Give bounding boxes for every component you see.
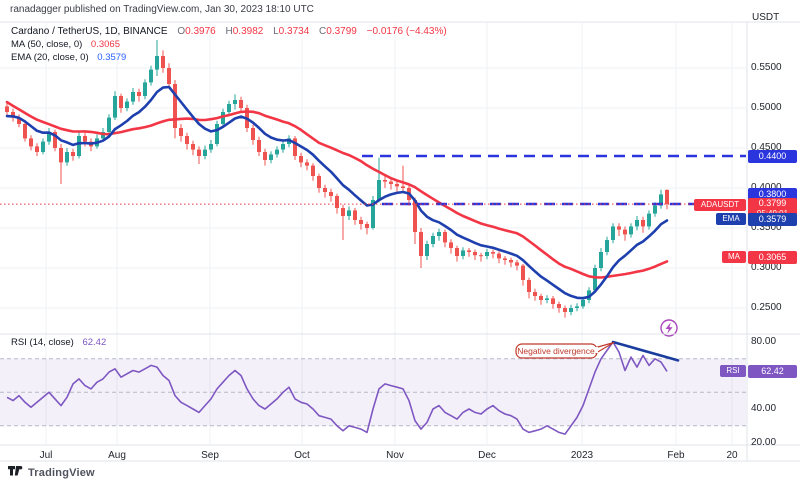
negative-divergence-callout: Negative divergence [515,341,615,359]
time-axis-label: Jul [39,450,53,461]
close-label: C [319,26,327,37]
close-value: 0.3799 [326,26,357,37]
open-value: 0.3976 [185,26,216,37]
open-label: O [177,26,186,37]
rsi-value-pill: 62.42 [748,365,797,378]
high-label: H [225,26,233,37]
price-tick-label: 0.4500 [751,142,782,153]
ema-tag: EMA [716,213,746,225]
ma-price-pill: 0.3065 [748,251,797,264]
rsi-tag: RSI [720,365,746,377]
ma-label: MA (50, close, 0) [11,39,83,50]
ema-label: EMA (20, close, 0) [11,52,89,63]
ema-legend: EMA (20, close, 0) 0.3579 [11,52,126,63]
rsi-tick-label: 40.00 [751,403,777,414]
ma50-line [5,100,669,279]
ema20-line [5,85,669,300]
divergence-trendline [611,340,680,362]
rsi-legend: RSI (14, close) 62.42 [11,337,106,348]
price-tick-label: 0.3500 [751,222,782,233]
negative-divergence-label: Negative divergence [517,346,595,356]
time-axis-label: Dec [478,450,496,461]
ma-value: 0.3065 [90,39,120,50]
time-axis-label: Aug [108,450,126,461]
rsi-tick-label: 80.00 [751,336,777,347]
rsi-line [6,341,668,435]
time-axis-label: Nov [386,450,404,461]
tradingview-logo-icon [8,466,23,476]
price-level-pill-0440: 0.4400 [748,150,797,163]
high-value: 0.3982 [232,26,264,37]
price-tick-label: 0.3000 [751,262,782,273]
rsi-tick-label: 20.00 [751,436,777,448]
watermark-brand-text: TradingView [28,466,95,479]
change-value: −0.0176 (−4.43%) [366,26,447,37]
low-value: 0.3734 [278,26,310,37]
symbol-legend: Cardano / TetherUS, 1D, BINANCE O0.3976 … [11,26,447,37]
price-axis-unit: USDT [752,12,780,23]
idea-lightning-icon[interactable] [660,319,678,337]
ma-legend: MA (50, close, 0) 0.3065 [11,39,120,50]
time-axis-label: Sep [201,450,219,461]
symbol-tag-adausdt: ADAUSDT [694,199,746,211]
price-level-pill-0380: 0.3800 [748,188,797,201]
low-label: L [273,26,279,37]
attribution-text: ranadagger published on TradingView.com,… [10,4,314,15]
time-axis-label: Oct [294,450,310,461]
ema-price-pill: 0.3579 [748,213,797,226]
price-tick-label: 0.5000 [751,102,782,113]
tradingview-watermark: TradingView [8,466,95,479]
rsi-value: 62.42 [82,337,107,348]
ma-tag: MA [722,251,746,263]
time-axis-label: Feb [667,450,685,461]
rsi-label: RSI (14, close) [11,337,74,348]
ema-value: 0.3579 [97,52,127,63]
symbol-title: Cardano / TetherUS, 1D, BINANCE [11,26,168,37]
last-price-value: 0.3799 [758,198,787,208]
time-axis-label: 20 [726,450,738,461]
time-axis-label: 2023 [570,450,594,461]
price-tick-label: 0.2500 [751,302,782,313]
price-tick-label: 0.5500 [751,62,782,73]
